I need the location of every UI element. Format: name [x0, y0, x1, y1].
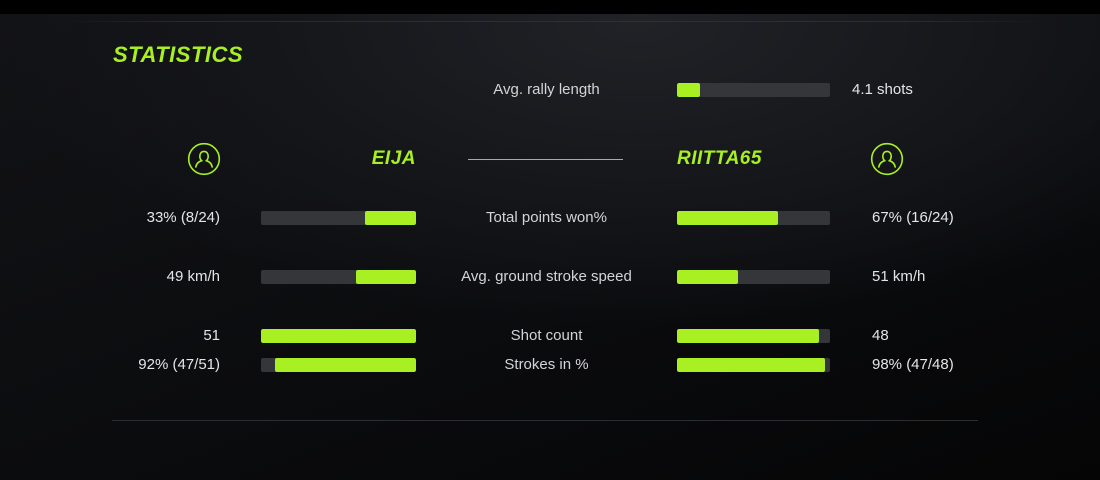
stat-row: 92% (47/51) Strokes in % 98% (47/48)	[0, 351, 1100, 379]
stat-left-bar	[261, 211, 416, 225]
stat-row: 33% (8/24) Total points won% 67% (16/24)	[0, 204, 1100, 232]
stat-right-bar	[677, 329, 830, 343]
bar-track	[677, 270, 830, 284]
bar-fill	[677, 270, 739, 284]
bar-fill	[677, 358, 826, 372]
bar-track	[677, 83, 830, 97]
stat-row: 51 Shot count 48	[0, 322, 1100, 350]
stat-label: Total points won%	[486, 209, 607, 226]
bar-track	[261, 211, 416, 225]
bar-fill	[677, 83, 700, 97]
rally-length-row: Avg. rally length 4.1 shots	[0, 76, 1100, 104]
rally-length-label: Avg. rally length	[493, 81, 600, 98]
stat-left-bar	[261, 329, 416, 343]
stat-left-value: 49 km/h	[166, 268, 220, 285]
rally-length-bar	[677, 83, 830, 97]
bar-fill	[677, 211, 778, 225]
center-divider	[468, 159, 623, 160]
bar-fill	[355, 270, 416, 284]
stat-right-bar	[677, 358, 830, 372]
stat-right-value: 51 km/h	[872, 268, 926, 285]
bar-fill	[274, 358, 416, 372]
bar-fill	[261, 329, 416, 343]
player-right-name: RIITTA65	[677, 148, 762, 169]
bar-track	[677, 329, 830, 343]
stat-right-value: 48	[872, 327, 889, 344]
page-title: STATISTICS	[113, 42, 244, 67]
stat-right-value: 98% (47/48)	[872, 356, 954, 373]
stat-label: Shot count	[510, 327, 583, 344]
bar-track	[677, 211, 830, 225]
stat-row: 49 km/h Avg. ground stroke speed 51 km/h	[0, 263, 1100, 291]
stat-left-bar	[261, 270, 416, 284]
bar-fill	[677, 329, 820, 343]
stat-left-value: 33% (8/24)	[146, 209, 220, 226]
stat-left-value: 51	[203, 327, 220, 344]
players-header: EIJA RIITTA65	[0, 142, 1100, 176]
stat-label: Avg. ground stroke speed	[461, 268, 632, 285]
stat-right-bar	[677, 270, 830, 284]
bar-track	[261, 329, 416, 343]
player-right-icon	[870, 142, 904, 176]
bar-track	[677, 358, 830, 372]
rally-length-value: 4.1 shots	[852, 81, 913, 98]
player-left-name: EIJA	[371, 148, 416, 169]
stat-left-value: 92% (47/51)	[138, 356, 220, 373]
top-divider	[60, 21, 1050, 22]
stat-right-bar	[677, 211, 830, 225]
background-panel	[0, 14, 1100, 480]
bar-track	[261, 270, 416, 284]
stat-right-value: 67% (16/24)	[872, 209, 954, 226]
stat-left-bar	[261, 358, 416, 372]
bar-fill	[364, 211, 416, 225]
bottom-divider	[112, 420, 978, 421]
stat-label: Strokes in %	[504, 356, 589, 373]
bar-track	[261, 358, 416, 372]
player-left-icon	[187, 142, 221, 176]
